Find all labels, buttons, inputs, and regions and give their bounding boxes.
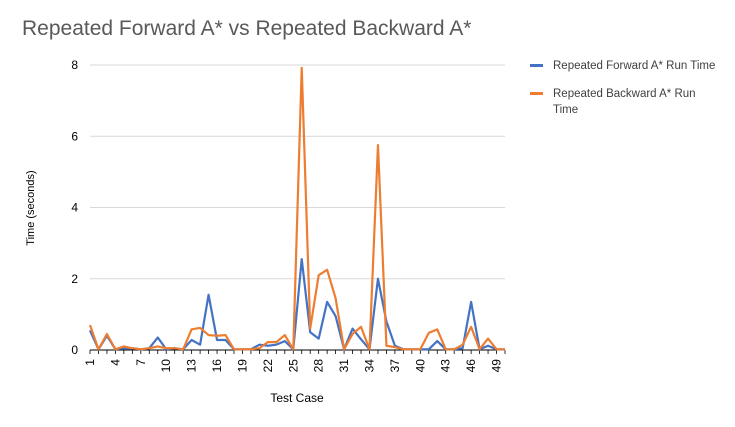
x-tick-labels: 1 4 7 10 13 16 19 22 25 28 31 34 37 40 43 46 49 — [83, 359, 504, 373]
x-tick-label: 31 — [337, 359, 351, 373]
grid-lines — [90, 64, 505, 280]
x-tick-label: 4 — [108, 359, 122, 366]
y-tick-label: 8 — [71, 58, 78, 72]
x-tick-label: 49 — [490, 359, 504, 373]
y-tick-label: 0 — [71, 343, 78, 357]
series-line-forward — [88, 258, 505, 351]
series-line-backward — [88, 66, 505, 351]
y-tick-label: 4 — [71, 201, 78, 215]
x-tick-label: 13 — [185, 359, 199, 373]
x-tick-label: 34 — [362, 359, 376, 373]
x-tick-label: 7 — [134, 359, 148, 366]
x-tick-label: 25 — [286, 359, 300, 373]
y-tick-labels: 0 2 4 6 8 — [71, 58, 78, 357]
legend: Repeated Forward A* Run Time Repeated Ba… — [530, 58, 730, 118]
x-tick-label: 37 — [388, 359, 402, 373]
series-lines — [88, 66, 505, 351]
x-tick-label: 22 — [261, 359, 275, 373]
legend-swatch-backward — [530, 92, 543, 95]
x-tick-label: 28 — [312, 359, 326, 373]
legend-label-forward: Repeated Forward A* Run Time — [553, 60, 716, 72]
y-tick-label: 6 — [71, 129, 78, 143]
x-tick-label: 46 — [464, 359, 478, 373]
x-tick-label: 10 — [159, 359, 173, 373]
legend-swatch-forward — [530, 64, 543, 67]
x-axis — [89, 349, 506, 354]
legend-item-forward: Repeated Forward A* Run Time — [530, 58, 730, 74]
x-axis-label: Test Case — [270, 391, 324, 405]
legend-label-backward: Repeated Backward A* Run Time — [553, 88, 696, 116]
x-tick-label: 1 — [83, 359, 97, 366]
chart-title: Repeated Forward A* vs Repeated Backward… — [22, 17, 472, 40]
x-tick-label: 40 — [413, 359, 427, 373]
x-tick-label: 16 — [210, 359, 224, 373]
y-tick-label: 2 — [71, 272, 78, 286]
x-tick-label: 19 — [235, 359, 249, 373]
legend-item-backward: Repeated Backward A* Run Time — [530, 86, 730, 118]
x-tick-label: 43 — [439, 359, 453, 373]
